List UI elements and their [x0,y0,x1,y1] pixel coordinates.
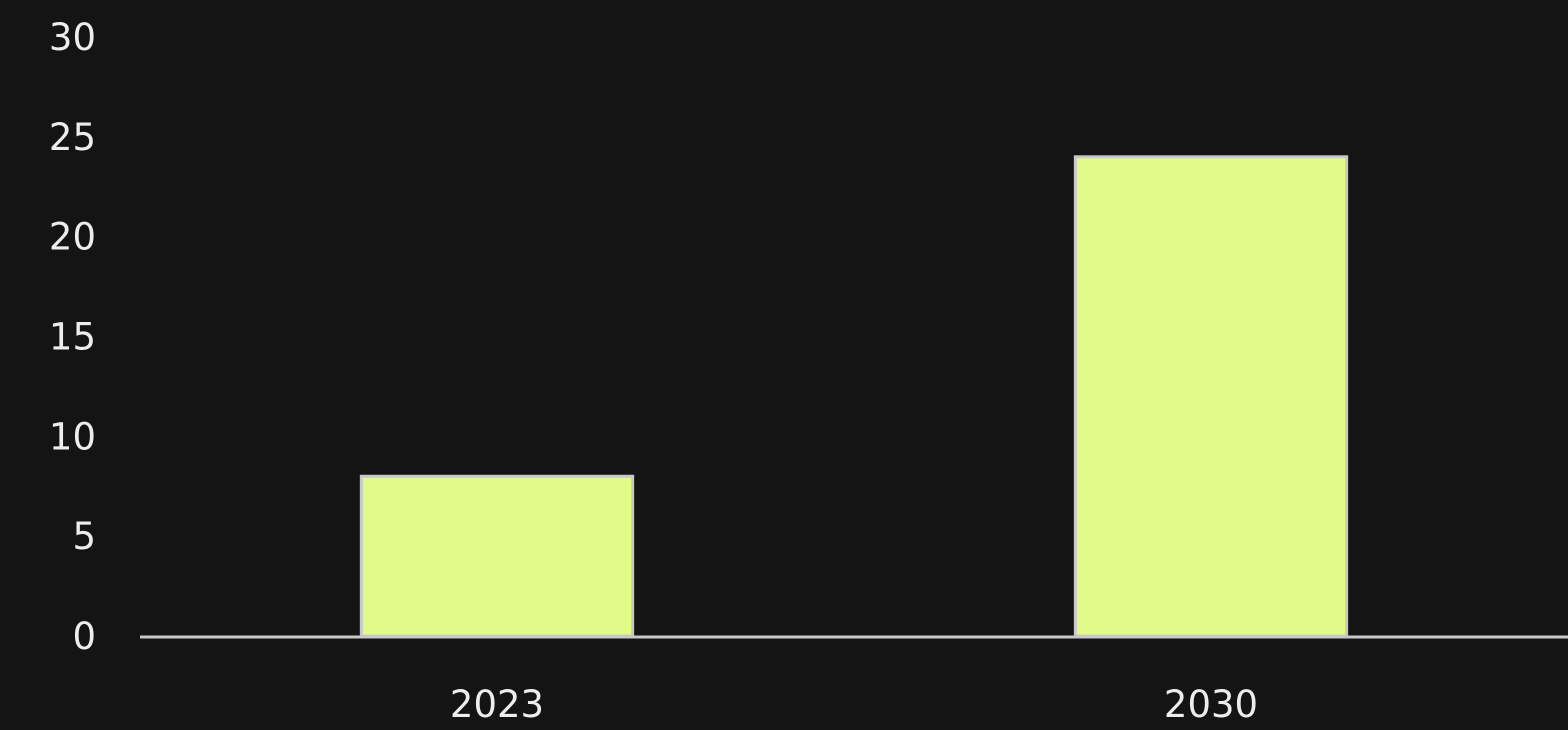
x-tick-label: 2030 [1164,683,1258,725]
bar-2030 [1073,155,1349,638]
y-axis-tick-labels: 0 5 10 15 20 25 30 [49,16,96,658]
y-tick-label: 5 [72,515,96,558]
x-axis-tick-labels: 2023 2030 [450,683,1258,726]
y-tick-label: 10 [49,415,96,458]
bars-group [359,155,1349,638]
x-tick-label: 2023 [450,683,544,725]
y-tick-label: 0 [72,615,96,658]
y-tick-label: 25 [49,116,96,159]
y-tick-label: 15 [49,316,96,359]
bar-2023 [359,474,635,638]
y-tick-label: 20 [49,216,96,259]
y-tick-label: 30 [49,16,96,59]
